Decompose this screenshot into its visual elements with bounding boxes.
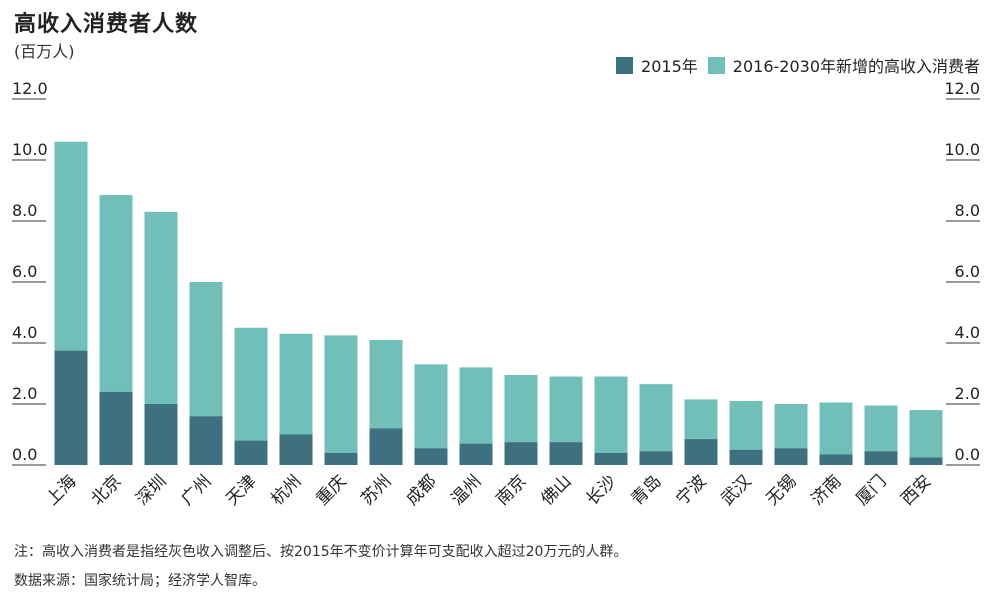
bar-2015-14 bbox=[684, 439, 718, 465]
y-tick-right: 12.0 bbox=[944, 79, 980, 98]
bar-2015-11 bbox=[549, 442, 583, 465]
bar-2015-10 bbox=[504, 442, 538, 465]
bar-growth-4 bbox=[234, 327, 268, 441]
bar-growth-15 bbox=[729, 400, 763, 450]
bar-growth-18 bbox=[864, 405, 898, 452]
y-tick-left: 4.0 bbox=[12, 323, 37, 342]
bar-2015-12 bbox=[594, 452, 628, 465]
bar-2015-7 bbox=[369, 428, 403, 465]
x-tick-label: 佛山 bbox=[537, 471, 575, 509]
y-tick-right: 10.0 bbox=[944, 140, 980, 159]
bar-growth-8 bbox=[414, 364, 448, 449]
bar-2015-6 bbox=[324, 452, 358, 465]
bar-growth-13 bbox=[639, 384, 673, 452]
y-tick-right: 0.0 bbox=[955, 445, 980, 464]
x-tick-label: 青岛 bbox=[627, 471, 665, 509]
bar-growth-10 bbox=[504, 375, 538, 443]
x-tick-label: 厦门 bbox=[852, 471, 890, 509]
y-tick-left: 0.0 bbox=[12, 445, 37, 464]
footnote: 注：高收入消费者是指经灰色收入调整后、按2015年不变价计算年可支配收入超过20… bbox=[14, 544, 628, 560]
x-tick-label: 西安 bbox=[897, 471, 935, 509]
bar-2015-2 bbox=[144, 404, 178, 465]
chart-title: 高收入消费者人数 bbox=[14, 12, 199, 37]
legend-label-2015: 2015年 bbox=[641, 57, 698, 76]
bar-growth-9 bbox=[459, 367, 493, 444]
x-tick-label: 苏州 bbox=[357, 471, 395, 509]
legend-label-growth: 2016-2030年新增的高收入消费者 bbox=[732, 57, 980, 76]
y-tick-left: 10.0 bbox=[12, 140, 48, 159]
x-tick-label: 成都 bbox=[402, 471, 440, 509]
bar-2015-17 bbox=[819, 454, 853, 465]
y-tick-right: 6.0 bbox=[955, 262, 980, 281]
y-tick-left: 12.0 bbox=[12, 79, 48, 98]
bar-growth-3 bbox=[189, 282, 223, 417]
y-tick-right: 8.0 bbox=[955, 201, 980, 220]
bar-2015-1 bbox=[99, 391, 133, 465]
x-tick-label: 杭州 bbox=[267, 471, 305, 509]
x-tick-label: 天津 bbox=[222, 471, 260, 509]
x-tick-label: 重庆 bbox=[312, 471, 350, 509]
legend-swatch-growth bbox=[707, 56, 725, 74]
bar-2015-16 bbox=[774, 448, 808, 465]
bar-growth-16 bbox=[774, 404, 808, 449]
bar-2015-8 bbox=[414, 448, 448, 465]
x-tick-label: 上海 bbox=[42, 471, 80, 509]
bar-growth-7 bbox=[369, 339, 403, 429]
bar-growth-11 bbox=[549, 376, 583, 443]
bar-growth-6 bbox=[324, 335, 358, 453]
x-tick-label: 济南 bbox=[807, 471, 845, 509]
y-tick-left: 2.0 bbox=[12, 384, 37, 403]
legend-item-growth: 2016-2030年新增的高收入消费者 bbox=[707, 53, 980, 77]
unit-label: (百万人) bbox=[14, 42, 75, 61]
bar-growth-17 bbox=[819, 402, 853, 455]
bar-2015-9 bbox=[459, 443, 493, 465]
x-tick-label: 无锡 bbox=[762, 471, 800, 509]
y-tick-right: 2.0 bbox=[955, 384, 980, 403]
source-note: 数据来源：国家统计局；经济学人智库。 bbox=[14, 573, 266, 589]
x-tick-label: 北京 bbox=[87, 471, 125, 509]
y-tick-left: 6.0 bbox=[12, 262, 37, 281]
bar-2015-15 bbox=[729, 449, 763, 465]
bar-2015-4 bbox=[234, 440, 268, 465]
bar-growth-19 bbox=[909, 410, 943, 458]
bar-growth-2 bbox=[144, 211, 178, 404]
bar-growth-14 bbox=[684, 399, 718, 440]
bar-growth-0 bbox=[54, 141, 88, 351]
x-tick-label: 武汉 bbox=[717, 471, 755, 509]
bar-growth-5 bbox=[279, 333, 313, 435]
x-tick-label: 广州 bbox=[177, 471, 215, 509]
bar-growth-1 bbox=[99, 195, 133, 392]
x-tick-label: 南京 bbox=[492, 471, 530, 509]
bar-growth-12 bbox=[594, 376, 628, 453]
bar-2015-5 bbox=[279, 434, 313, 465]
legend-swatch-2015 bbox=[616, 56, 634, 74]
legend-item-2015: 2015年 bbox=[616, 53, 698, 77]
x-tick-label: 深圳 bbox=[132, 471, 170, 509]
bar-2015-0 bbox=[54, 350, 88, 465]
x-tick-label: 宁波 bbox=[672, 471, 710, 509]
legend: 2015年 2016-2030年新增的高收入消费者 bbox=[616, 53, 980, 77]
x-tick-label: 温州 bbox=[447, 471, 485, 509]
bar-2015-19 bbox=[909, 457, 943, 465]
y-tick-left: 8.0 bbox=[12, 201, 37, 220]
bar-2015-3 bbox=[189, 416, 223, 465]
x-tick-label: 长沙 bbox=[582, 471, 620, 509]
bar-2015-18 bbox=[864, 451, 898, 465]
y-tick-right: 4.0 bbox=[955, 323, 980, 342]
bar-2015-13 bbox=[639, 451, 673, 465]
